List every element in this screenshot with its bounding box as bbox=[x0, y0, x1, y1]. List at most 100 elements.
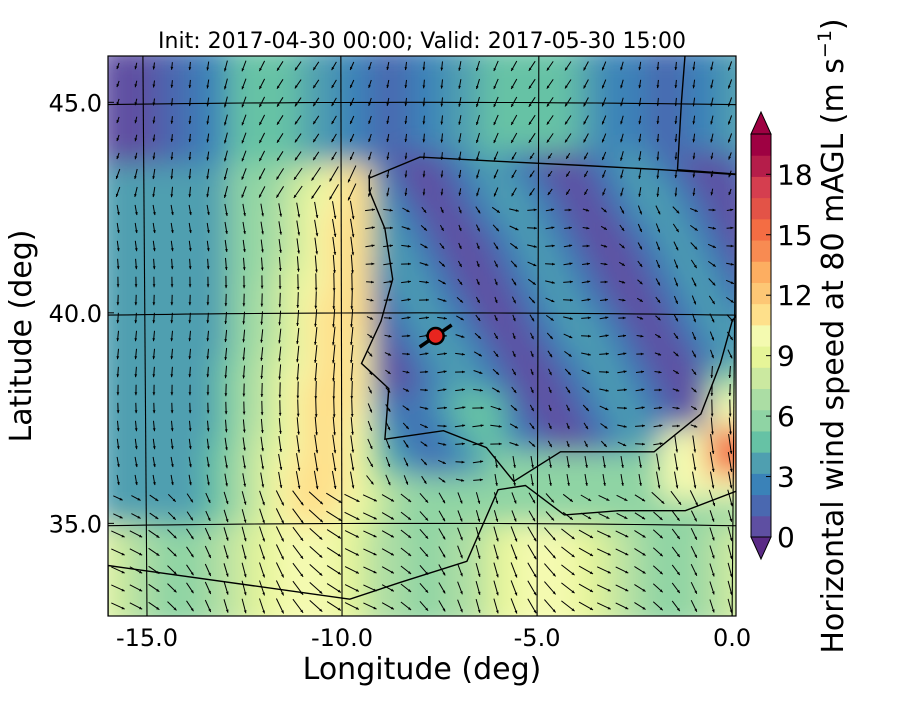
field-cell bbox=[624, 260, 637, 273]
field-cell bbox=[672, 200, 685, 213]
field-cell bbox=[636, 140, 649, 153]
field-cell bbox=[732, 608, 745, 621]
field-cell bbox=[228, 464, 241, 477]
field-cell bbox=[432, 116, 445, 129]
field-cell bbox=[108, 200, 121, 213]
field-cell bbox=[516, 212, 529, 225]
field-cell bbox=[156, 152, 169, 165]
field-cell bbox=[288, 392, 301, 405]
field-cell bbox=[684, 404, 697, 417]
field-cell bbox=[480, 200, 493, 213]
field-cell bbox=[480, 488, 493, 501]
x-tick-label: 0.0 bbox=[713, 624, 751, 652]
field-cell bbox=[408, 560, 421, 573]
field-cell bbox=[444, 536, 457, 549]
field-cell bbox=[216, 560, 229, 573]
field-cell bbox=[396, 272, 409, 285]
field-cell bbox=[648, 356, 661, 369]
field-cell bbox=[372, 620, 385, 633]
colorbar-swatch bbox=[751, 240, 771, 262]
field-cell bbox=[192, 296, 205, 309]
field-cell bbox=[156, 80, 169, 93]
field-cell bbox=[624, 212, 637, 225]
field-cell bbox=[144, 284, 157, 297]
field-cell bbox=[600, 248, 613, 261]
field-cell bbox=[120, 392, 133, 405]
field-cell bbox=[504, 104, 517, 117]
field-cell bbox=[708, 92, 721, 105]
field-cell bbox=[672, 392, 685, 405]
field-cell bbox=[612, 320, 625, 333]
field-cell bbox=[252, 560, 265, 573]
field-cell bbox=[96, 428, 109, 441]
field-cell bbox=[696, 164, 709, 177]
field-cell bbox=[156, 500, 169, 513]
field-cell bbox=[432, 416, 445, 429]
field-cell bbox=[108, 608, 121, 621]
field-cell bbox=[408, 260, 421, 273]
field-cell bbox=[552, 296, 565, 309]
field-cell bbox=[192, 356, 205, 369]
field-cell bbox=[324, 368, 337, 381]
field-cell bbox=[708, 608, 721, 621]
field-cell bbox=[600, 152, 613, 165]
field-cell bbox=[372, 140, 385, 153]
field-cell bbox=[132, 212, 145, 225]
field-cell bbox=[156, 116, 169, 129]
field-cell bbox=[108, 536, 121, 549]
field-cell bbox=[648, 368, 661, 381]
field-cell bbox=[696, 224, 709, 237]
field-cell bbox=[168, 188, 181, 201]
field-cell bbox=[444, 104, 457, 117]
field-cell bbox=[192, 488, 205, 501]
field-cell bbox=[264, 296, 277, 309]
field-cell bbox=[600, 620, 613, 633]
field-cell bbox=[396, 176, 409, 189]
field-cell bbox=[564, 392, 577, 405]
field-cell bbox=[300, 344, 313, 357]
field-cell bbox=[252, 392, 265, 405]
field-cell bbox=[96, 236, 109, 249]
field-cell bbox=[300, 560, 313, 573]
field-cell bbox=[336, 68, 349, 81]
field-cell bbox=[480, 56, 493, 69]
field-cell bbox=[240, 404, 253, 417]
field-cell bbox=[708, 44, 721, 57]
field-cell bbox=[540, 320, 553, 333]
field-cell bbox=[432, 308, 445, 321]
field-cell bbox=[480, 212, 493, 225]
field-cell bbox=[168, 176, 181, 189]
field-cell bbox=[588, 416, 601, 429]
field-cell bbox=[684, 152, 697, 165]
field-cell bbox=[732, 596, 745, 609]
field-cell bbox=[732, 176, 745, 189]
field-cell bbox=[180, 356, 193, 369]
field-cell bbox=[408, 92, 421, 105]
field-cell bbox=[600, 368, 613, 381]
field-cell bbox=[252, 236, 265, 249]
field-cell bbox=[276, 356, 289, 369]
field-cell bbox=[444, 572, 457, 585]
field-cell bbox=[192, 236, 205, 249]
field-cell bbox=[336, 164, 349, 177]
field-cell bbox=[444, 596, 457, 609]
field-cell bbox=[264, 128, 277, 141]
field-cell bbox=[264, 308, 277, 321]
field-cell bbox=[564, 380, 577, 393]
field-cell bbox=[564, 440, 577, 453]
field-cell bbox=[492, 248, 505, 261]
field-cell bbox=[300, 524, 313, 537]
field-cell bbox=[168, 272, 181, 285]
field-cell bbox=[660, 176, 673, 189]
field-cell bbox=[300, 128, 313, 141]
field-cell bbox=[228, 452, 241, 465]
field-cell bbox=[372, 248, 385, 261]
field-cell bbox=[468, 620, 481, 633]
field-cell bbox=[696, 200, 709, 213]
field-cell bbox=[96, 68, 109, 81]
field-cell bbox=[216, 488, 229, 501]
field-cell bbox=[660, 128, 673, 141]
field-cell bbox=[480, 380, 493, 393]
field-cell bbox=[264, 56, 277, 69]
field-cell bbox=[288, 308, 301, 321]
